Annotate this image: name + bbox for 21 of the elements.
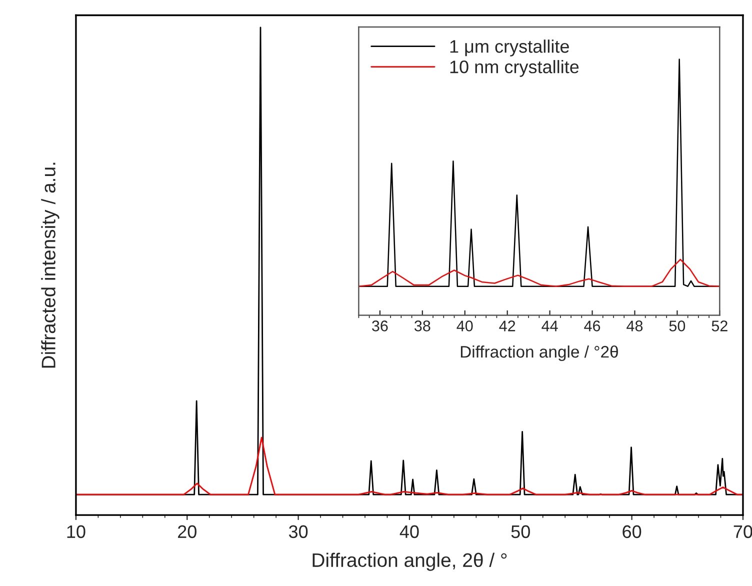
x-tick-label: 50 [669,320,686,332]
x-tick-label: 42 [499,320,516,332]
x-tick-label: 30 [288,525,308,538]
x-tick-label: 40 [456,320,473,332]
x-tick-label: 20 [178,525,196,538]
x-tick-label: 10 [67,525,86,538]
x-tick-label: 38 [414,320,430,332]
x-tick-label: 36 [372,320,388,332]
y-axis-title: Diffracted intensity / a.u. [41,162,60,368]
x-tick-label: 52 [712,320,728,332]
legend-label: 1 μm crystallite [450,40,569,56]
x-tick-label: 70 [734,525,752,538]
x-tick-label: 50 [511,525,530,538]
x-axis-title: Diffraction angle / °2θ [460,345,618,362]
x-tick-label: 48 [626,320,643,332]
x-tick-label: 46 [584,320,600,332]
x-tick-label: 44 [542,320,558,332]
x-tick-label: 60 [622,525,642,538]
legend-label: 10 nm crystallite [450,60,579,77]
x-axis-title: Diffraction angle, 2θ / ° [312,552,507,571]
x-tick-label: 40 [400,525,419,538]
